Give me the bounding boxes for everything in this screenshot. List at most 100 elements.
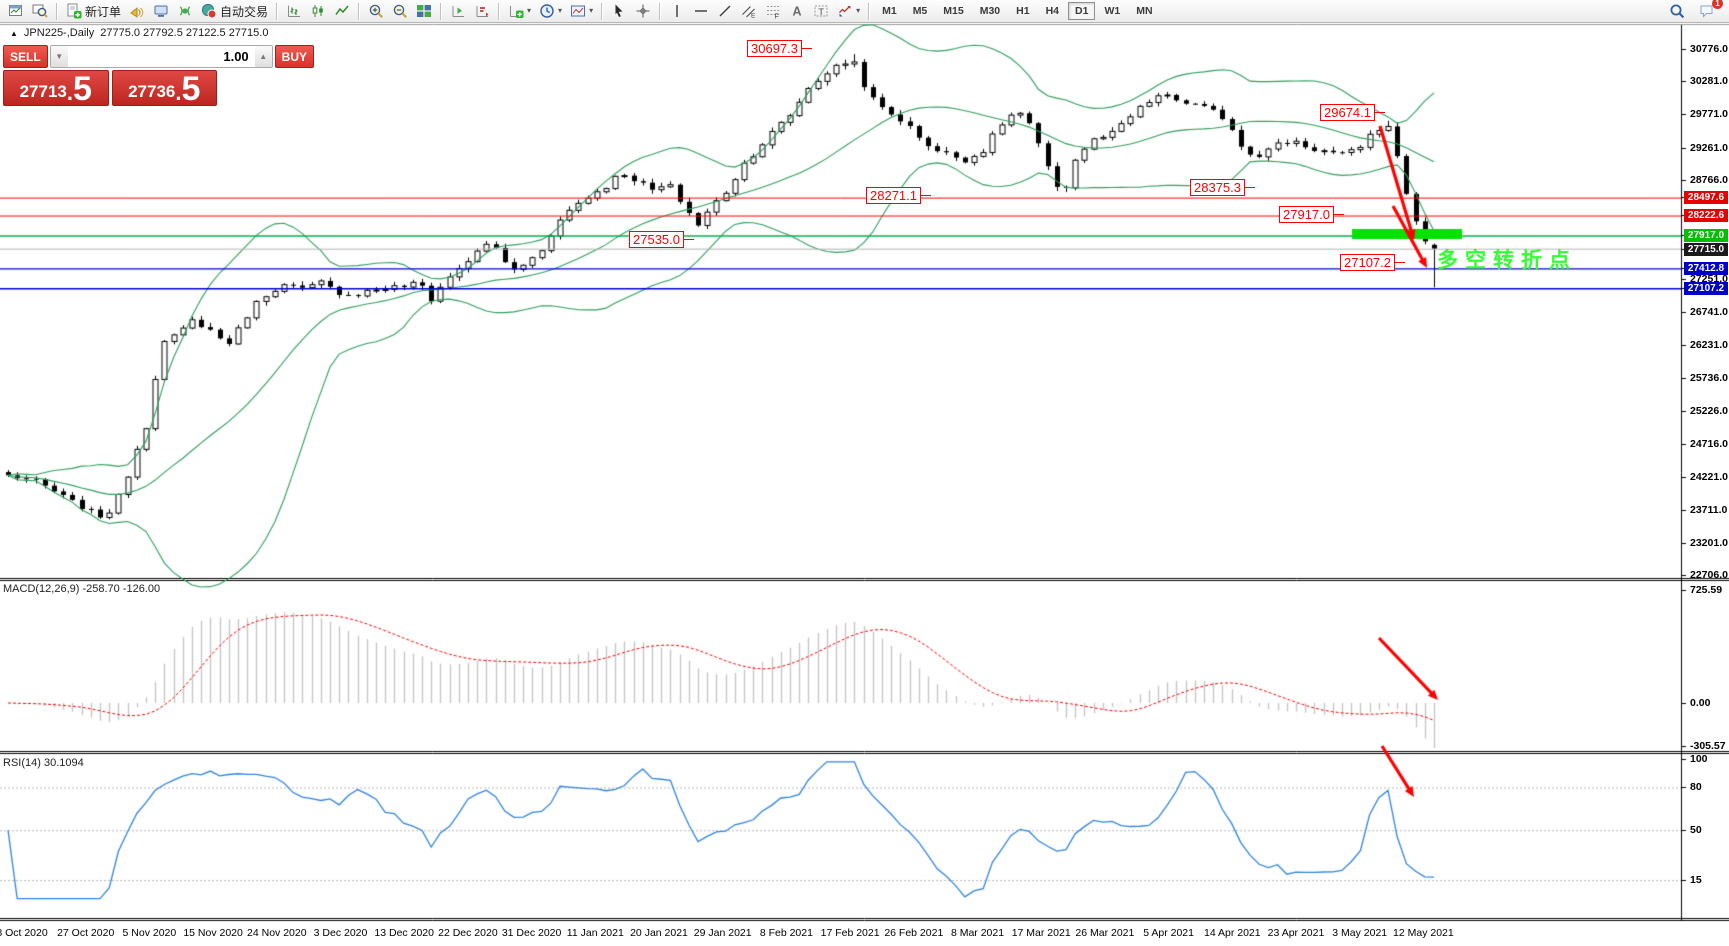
bar-chart-icon — [286, 3, 302, 19]
price-axis-tick: -305.57 — [1690, 740, 1726, 752]
timeframe-d1[interactable]: D1 — [1068, 2, 1096, 20]
svg-text:T: T — [818, 7, 824, 18]
toolbar-separator — [659, 2, 662, 20]
buy-button[interactable]: BUY — [274, 45, 315, 68]
search-button[interactable] — [1665, 1, 1689, 22]
chart-shift-button[interactable] — [446, 1, 470, 22]
zoom-out-icon — [392, 3, 408, 19]
buy-price-display[interactable]: 27736. 5 — [111, 70, 217, 106]
sell-button[interactable]: SELL — [3, 45, 48, 68]
trendline-button[interactable] — [713, 1, 737, 22]
channel-button[interactable]: E — [737, 1, 761, 22]
crosshair-button[interactable] — [631, 1, 655, 22]
toolbar-separator — [440, 2, 443, 20]
sell-price-integer: 27713 — [19, 82, 67, 101]
hline-button[interactable] — [689, 1, 713, 22]
new-window-button[interactable] — [4, 1, 28, 22]
trendline-icon — [717, 3, 733, 19]
date-axis-label: 8 Mar 2021 — [950, 927, 1005, 939]
label-icon: T — [813, 3, 829, 19]
vline-button[interactable] — [665, 1, 689, 22]
price-axis-tick: 29261.0 — [1690, 142, 1728, 154]
toolbar-separator — [56, 2, 58, 20]
timeframe-m1[interactable]: M1 — [875, 2, 904, 20]
price-callout-label: 29674.1 — [1320, 104, 1385, 121]
collapse-triangle-icon[interactable]: ▲ — [10, 28, 18, 38]
toolbar-separator — [498, 2, 501, 20]
notifications-button[interactable]: 1 — [1695, 0, 1723, 22]
autotrading-button[interactable]: 自动交易 — [197, 1, 272, 22]
date-axis-label: 17 Mar 2021 — [1011, 927, 1071, 939]
price-axis-tick: 50 — [1690, 824, 1702, 836]
date-axis-label: 24 Nov 2020 — [247, 927, 307, 939]
terminal-button[interactable] — [149, 1, 173, 22]
date-axis-label: 12 May 2021 — [1393, 927, 1454, 939]
alerts-button[interactable] — [125, 1, 149, 22]
auto-scroll-button[interactable] — [470, 1, 494, 22]
chevron-down-icon: ▾ — [558, 6, 563, 15]
chart-annotation-text: 多空转折点 — [1437, 249, 1577, 272]
indicators-button[interactable]: ▾ — [504, 1, 535, 22]
text-button[interactable]: A — [785, 1, 809, 22]
shapes-icon — [837, 3, 853, 19]
search-icon — [1669, 3, 1685, 19]
templates-button[interactable]: ▾ — [566, 1, 597, 22]
new-order-button[interactable]: 新订单 — [62, 1, 125, 22]
chart-profile-icon — [32, 3, 48, 19]
volume-increase-button[interactable]: ▲ — [254, 46, 272, 67]
channel-icon: E — [741, 3, 757, 19]
date-axis-label: 15 Nov 2020 — [183, 927, 243, 939]
shapes-button[interactable]: ▾ — [833, 1, 864, 22]
timeframe-m15[interactable]: M15 — [936, 2, 970, 20]
price-level-badge: 27412.8 — [1684, 261, 1728, 275]
date-axis-label: 13 Dec 2020 — [374, 927, 434, 939]
timeframe-mn[interactable]: MN — [1129, 2, 1159, 20]
price-axis-tick: 80 — [1690, 781, 1702, 793]
periods-button[interactable]: ▾ — [535, 1, 566, 22]
price-level-badge: 27715.0 — [1684, 242, 1728, 256]
timeframe-h4[interactable]: H4 — [1039, 2, 1066, 20]
sell-price-display[interactable]: 27713. 5 — [3, 70, 109, 106]
zoom-in-icon — [368, 3, 384, 19]
timeframe-m30[interactable]: M30 — [973, 2, 1007, 20]
candle-chart-button[interactable] — [306, 1, 330, 22]
text-icon: A — [789, 3, 805, 19]
cursor-icon — [611, 3, 627, 19]
toolbar-separator — [276, 2, 279, 20]
price-callout-label: 27107.2 — [1340, 254, 1405, 271]
tile-windows-button[interactable] — [412, 1, 436, 22]
fibo-button[interactable]: F — [761, 1, 785, 22]
timeframe-h1[interactable]: H1 — [1009, 2, 1036, 20]
zoom-in-button[interactable] — [364, 1, 388, 22]
date-axis-label: 5 Nov 2020 — [122, 927, 177, 939]
line-chart-button[interactable] — [330, 1, 354, 22]
chart-profile-button[interactable] — [28, 1, 52, 22]
candle-chart-icon — [310, 3, 326, 19]
signals-button[interactable] — [173, 1, 197, 22]
one-click-trading-panel: SELL ▼ ▲ BUY 27713.5 27736.5 — [3, 45, 315, 106]
svg-text:E: E — [751, 13, 756, 20]
volume-decrease-button[interactable]: ▼ — [50, 46, 68, 67]
price-axis-tick: 28766.0 — [1690, 174, 1728, 186]
timeframe-m5[interactable]: M5 — [906, 2, 935, 20]
volume-spinner: ▼ ▲ — [49, 45, 273, 68]
toolbar-right-group: 1 — [1665, 0, 1725, 22]
price-axis-tick: 24716.0 — [1690, 438, 1728, 450]
date-axis-label: 26 Mar 2021 — [1075, 927, 1135, 939]
price-axis-tick: 30281.0 — [1690, 75, 1728, 87]
volume-input[interactable] — [67, 46, 255, 67]
cursor-button[interactable] — [607, 1, 631, 22]
date-axis-label: 8 Feb 2021 — [759, 927, 813, 939]
new-order-icon — [66, 3, 82, 19]
alerts-icon — [129, 3, 145, 19]
price-axis-tick: 22706.0 — [1690, 569, 1728, 581]
bar-chart-button[interactable] — [282, 1, 306, 22]
price-callout-label: 28375.3 — [1190, 179, 1255, 196]
date-axis-label: 26 Feb 2021 — [884, 927, 944, 939]
label-button[interactable]: T — [809, 1, 833, 22]
zoom-out-button[interactable] — [388, 1, 412, 22]
chart-ohlc-values: 27775.0 27792.5 27122.5 27715.0 — [100, 27, 269, 39]
timeframe-w1[interactable]: W1 — [1097, 2, 1127, 20]
